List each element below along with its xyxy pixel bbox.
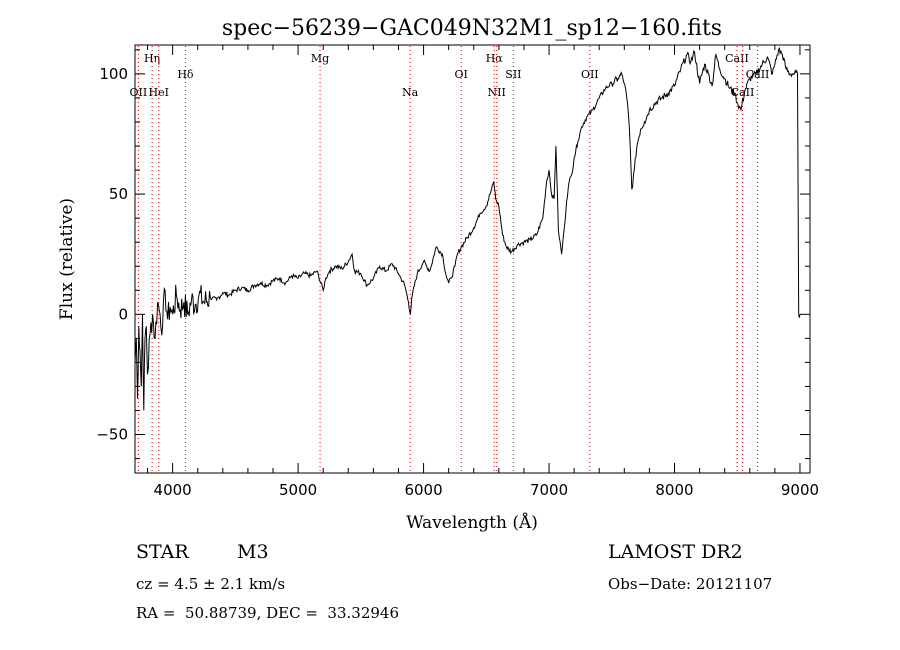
spectral-line-label: NII bbox=[488, 86, 506, 99]
spectral-line-label: OII bbox=[581, 68, 599, 81]
redshift-velocity: cz = 4.5 ± 2.1 km/s bbox=[136, 575, 286, 593]
spectral-line-label: Na bbox=[402, 86, 419, 99]
spectral-line-label: OII bbox=[130, 86, 148, 99]
survey-name: LAMOST DR2 bbox=[608, 541, 743, 563]
object-class: STAR bbox=[136, 541, 189, 563]
spectral-line-label: Hη bbox=[144, 52, 160, 65]
observation-date: Obs−Date: 20121107 bbox=[608, 575, 773, 593]
x-tick-label: 5000 bbox=[279, 481, 317, 499]
axes: 4000 5000 6000 7000 8000 9000 −50 0 50 100 bbox=[96, 44, 819, 499]
spectral-line-label: SII bbox=[505, 68, 521, 81]
x-tick-label: 4000 bbox=[154, 481, 192, 499]
y-tick-label: 50 bbox=[109, 185, 128, 203]
spectral-line-label: OI bbox=[455, 68, 468, 81]
x-tick-label: 6000 bbox=[404, 481, 442, 499]
spectrum-series-line bbox=[134, 46, 801, 411]
y-tick-label: 100 bbox=[99, 65, 128, 83]
spectral-line-label: CaII bbox=[731, 86, 755, 99]
spectral-line-label: Hα bbox=[486, 52, 504, 65]
spectral-line-label: Mg bbox=[311, 52, 329, 65]
x-tick-label: 7000 bbox=[530, 481, 568, 499]
y-tick-label: 0 bbox=[118, 305, 128, 323]
spectral-line-label: Hδ bbox=[177, 68, 194, 81]
y-tick-label: −50 bbox=[96, 426, 128, 444]
spectral-line-label: CaII bbox=[725, 52, 749, 65]
plot-frame bbox=[134, 44, 811, 474]
sky-coordinates: RA = 50.88739, DEC = 33.32946 bbox=[136, 604, 400, 622]
x-axis-label: Wavelength (Å) bbox=[406, 512, 538, 533]
x-tick-label: 9000 bbox=[781, 481, 819, 499]
y-axis-label: Flux (relative) bbox=[57, 198, 77, 320]
chart-title: spec−56239−GAC049N32M1_sp12−160.fits bbox=[222, 16, 722, 41]
x-tick-label: 8000 bbox=[655, 481, 693, 499]
spectral-line-label: HeI bbox=[148, 86, 168, 99]
object-subclass: M3 bbox=[237, 541, 269, 563]
